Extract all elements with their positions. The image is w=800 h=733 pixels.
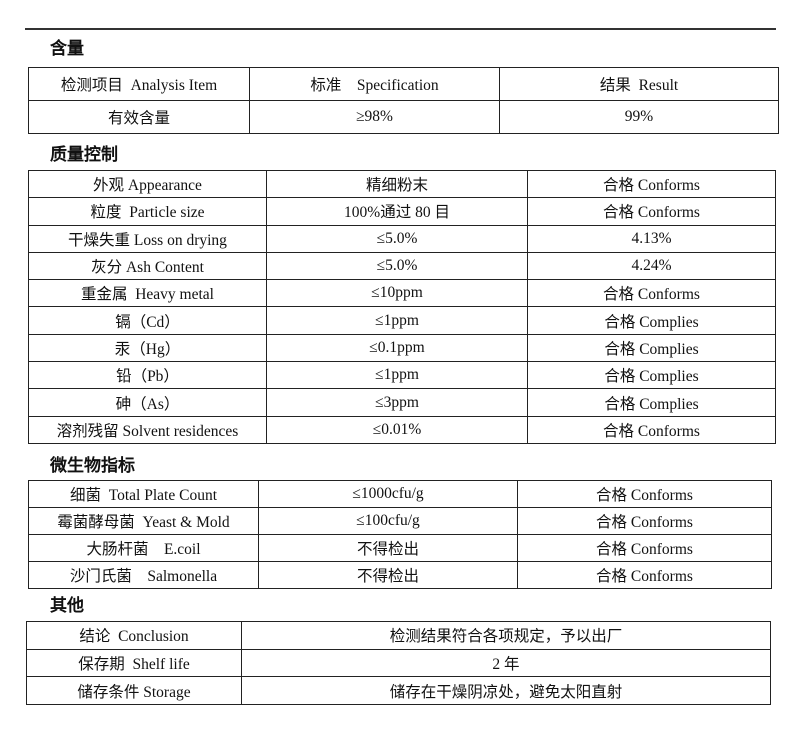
table-cell: 大肠杆菌 E.coil — [28, 534, 259, 562]
table-row: 粒度 Particle size 100%通过 80 目合格 Conforms — [28, 197, 776, 226]
table-row: 沙门氏菌 Salmonella 不得检出 合格 Conforms — [28, 561, 772, 589]
table-cell: 镉（Cd） — [28, 306, 267, 335]
table-cell: 结果 Result — [499, 67, 779, 101]
table-cell: 99% — [499, 100, 779, 134]
table-cell: 不得检出 — [258, 534, 518, 562]
table-cell: 100%通过 80 目 — [266, 197, 528, 226]
table-cell: 保存期 Shelf life — [26, 648, 242, 678]
table-row: 溶剂残留 Solvent residences ≤0.01% 合格 Conforms — [28, 415, 776, 444]
table-cell: 合格 Complies — [527, 333, 776, 363]
table-cell: 4.24% — [527, 251, 776, 281]
table-cell: ≤0.1ppm — [266, 333, 528, 363]
section-table: 外观 Appearance 精细粉末 合格 Conforms 粒度 Particle … — [28, 169, 776, 444]
table-cell: 干燥失重 Loss on drying — [28, 224, 267, 253]
table-cell: 灰分 Ash Content — [28, 251, 267, 281]
table-row: 砷（As） ≤3ppm 合格 Complies — [28, 388, 776, 417]
table-cell: 储存在干燥阴凉处，避免太阳直射 — [241, 676, 771, 706]
table-cell: 细菌 Total Plate Count — [28, 480, 259, 508]
table-cell: 霉菌酵母菌 Yeast & Mold — [28, 507, 259, 535]
table-cell: 重金属 Heavy metal — [28, 279, 267, 308]
table-cell: 储存条件 Storage — [26, 676, 242, 706]
table-cell: ≤10ppm — [266, 279, 528, 308]
table-cell: 标准 Specification — [249, 67, 500, 101]
table-cell: ≤5.0% — [266, 224, 528, 253]
table-cell: 合格 Conforms — [527, 279, 776, 308]
section-heading: 微生物指标 — [50, 456, 135, 476]
section-table: 检测项目 Analysis Item 标准 Specification 结果 Res… — [28, 67, 779, 134]
table-cell: 合格 Conforms — [517, 534, 772, 562]
table-cell: ≥98% — [249, 100, 500, 134]
table-cell: 精细粉末 — [266, 169, 528, 199]
table-cell: 检测结果符合各项规定，予以出厂 — [241, 621, 771, 650]
table-cell: 结论 Conclusion — [26, 621, 242, 650]
table-cell: 合格 Complies — [527, 388, 776, 417]
table-cell: 合格 Conforms — [527, 197, 776, 226]
section-heading: 含量 — [50, 39, 84, 59]
table-cell: 不得检出 — [258, 561, 518, 589]
section-heading: 质量控制 — [50, 145, 118, 165]
table-cell: 汞（Hg） — [28, 333, 267, 363]
section-table: 结论 Conclusion 检测结果符合各项规定，予以出厂 保存期 Shelf li… — [26, 621, 771, 706]
table-cell: 粒度 Particle size — [28, 197, 267, 226]
top-rule — [25, 28, 776, 30]
table-cell: ≤3ppm — [266, 388, 528, 417]
table-cell: 合格 Conforms — [517, 561, 772, 589]
table-row: 储存条件 Storage 储存在干燥阴凉处，避免太阳直射 — [26, 676, 771, 706]
table-row: 重金属 Heavy metal ≤10ppm 合格 Conforms — [28, 279, 776, 308]
table-row: 干燥失重 Loss on drying ≤5.0% 4.13% — [28, 224, 776, 253]
table-row: 外观 Appearance 精细粉末 合格 Conforms — [28, 169, 776, 199]
table-cell: ≤1ppm — [266, 306, 528, 335]
table-cell: ≤0.01% — [266, 415, 528, 444]
table-cell: 溶剂残留 Solvent residences — [28, 415, 267, 444]
table-row: 保存期 Shelf life 2 年 — [26, 648, 771, 678]
table-cell: 检测项目 Analysis Item — [28, 67, 250, 101]
table-cell: 外观 Appearance — [28, 169, 267, 199]
table-cell: 合格 Conforms — [527, 415, 776, 444]
table-row: 镉（Cd） ≤1ppm 合格 Complies — [28, 306, 776, 335]
section-heading: 其他 — [50, 596, 84, 616]
table-cell: 合格 Conforms — [527, 169, 776, 199]
table-row: 灰分 Ash Content ≤5.0% 4.24% — [28, 251, 776, 281]
table-row: 检测项目 Analysis Item 标准 Specification 结果 Res… — [28, 67, 779, 101]
table-row: 有效含量 ≥98% 99% — [28, 100, 779, 134]
table-cell: 有效含量 — [28, 100, 250, 134]
table-cell: 沙门氏菌 Salmonella — [28, 561, 259, 589]
table-row: 铅（Pb） ≤1ppm 合格 Complies — [28, 361, 776, 390]
table-cell: 合格 Complies — [527, 361, 776, 390]
table-cell: 2 年 — [241, 648, 771, 678]
table-cell: ≤5.0% — [266, 251, 528, 281]
table-cell: 合格 Conforms — [517, 480, 772, 508]
table-cell: ≤100cfu/g — [258, 507, 518, 535]
table-cell: 砷（As） — [28, 388, 267, 417]
table-cell: 合格 Conforms — [517, 507, 772, 535]
table-cell: ≤1ppm — [266, 361, 528, 390]
table-row: 大肠杆菌 E.coil 不得检出 合格 Conforms — [28, 534, 772, 562]
table-cell: ≤1000cfu/g — [258, 480, 518, 508]
section-table: 细菌 Total Plate Count ≤1000cfu/g 合格 Conform… — [28, 480, 772, 589]
table-cell: 合格 Complies — [527, 306, 776, 335]
table-row: 汞（Hg） ≤0.1ppm 合格 Complies — [28, 333, 776, 363]
table-cell: 铅（Pb） — [28, 361, 267, 390]
table-cell: 4.13% — [527, 224, 776, 253]
table-row: 霉菌酵母菌 Yeast & Mold ≤100cfu/g 合格 Conforms — [28, 507, 772, 535]
table-row: 细菌 Total Plate Count ≤1000cfu/g 合格 Conform… — [28, 480, 772, 508]
table-row: 结论 Conclusion 检测结果符合各项规定，予以出厂 — [26, 621, 771, 650]
